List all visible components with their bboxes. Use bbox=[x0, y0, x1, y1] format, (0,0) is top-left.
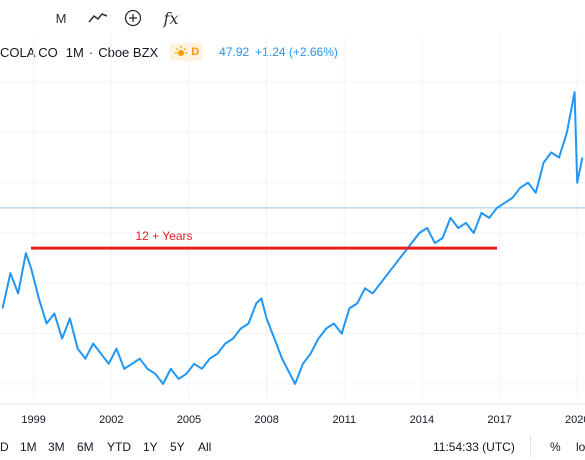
legend-separator: · bbox=[88, 44, 94, 60]
bar-style-button[interactable]: M bbox=[55, 10, 67, 26]
percent-scale-button[interactable]: % bbox=[550, 440, 561, 454]
reference-line-group: 12 + Years bbox=[31, 229, 497, 250]
log-scale-button[interactable]: lo bbox=[576, 440, 585, 454]
time-bar-divider bbox=[530, 435, 531, 457]
plus-circle-icon bbox=[124, 9, 142, 27]
x-tick-label: 2020 bbox=[565, 414, 585, 426]
badge-letter: D bbox=[191, 46, 200, 58]
x-tick-label: 2002 bbox=[99, 414, 123, 426]
price-series-line bbox=[1, 91, 584, 385]
range-all-button[interactable]: All bbox=[198, 440, 212, 454]
price-change: +1.24 (+2.66%) bbox=[255, 45, 338, 59]
x-tick-label: 2008 bbox=[254, 414, 278, 426]
compare-button[interactable] bbox=[122, 4, 144, 32]
x-tick-label: 2005 bbox=[177, 414, 201, 426]
range-3m-button[interactable]: 3M bbox=[48, 440, 65, 454]
sun-icon bbox=[175, 46, 188, 56]
indicator-line-button[interactable] bbox=[86, 4, 110, 32]
symbol-name[interactable]: COLA CO bbox=[0, 44, 58, 60]
range-6m-button[interactable]: 6M bbox=[77, 440, 94, 454]
chart-grid bbox=[0, 36, 585, 405]
exchange-label: Cboe BZX bbox=[98, 44, 159, 60]
last-price: 47.92 bbox=[219, 45, 250, 59]
reference-line-label: 12 + Years bbox=[135, 229, 192, 243]
utc-clock[interactable]: 11:54:33 (UTC) bbox=[433, 440, 515, 454]
range-ytd-button[interactable]: YTD bbox=[107, 440, 131, 454]
time-range-bar: D 1M 3M 6M YTD 1Y 5Y All 11:54:33 (UTC) … bbox=[0, 435, 585, 460]
x-tick-label: 2011 bbox=[332, 414, 356, 426]
x-tick-label: 1999 bbox=[21, 414, 45, 426]
interval-label[interactable]: 1M bbox=[65, 44, 84, 60]
line-chart-icon bbox=[88, 13, 108, 23]
indicators-fx-button[interactable]: fx bbox=[163, 8, 179, 28]
market-status-badge[interactable]: D bbox=[170, 43, 204, 61]
x-tick-label: 2014 bbox=[410, 414, 434, 426]
range-5y-button[interactable]: 5Y bbox=[170, 440, 185, 454]
symbol-legend: COLA CO 1M · Cboe BZX D 47.92 +1.24 (+2.… bbox=[0, 42, 338, 62]
range-1m-button[interactable]: 1M bbox=[20, 440, 37, 454]
range-d-button[interactable]: D bbox=[0, 440, 9, 454]
x-axis: 1999 2002 2005 2008 2011 2014 2017 2020 bbox=[21, 414, 585, 426]
range-1y-button[interactable]: 1Y bbox=[143, 440, 158, 454]
top-toolbar: M fx bbox=[0, 0, 585, 36]
price-series bbox=[1, 91, 584, 385]
x-tick-label: 2017 bbox=[487, 414, 511, 426]
